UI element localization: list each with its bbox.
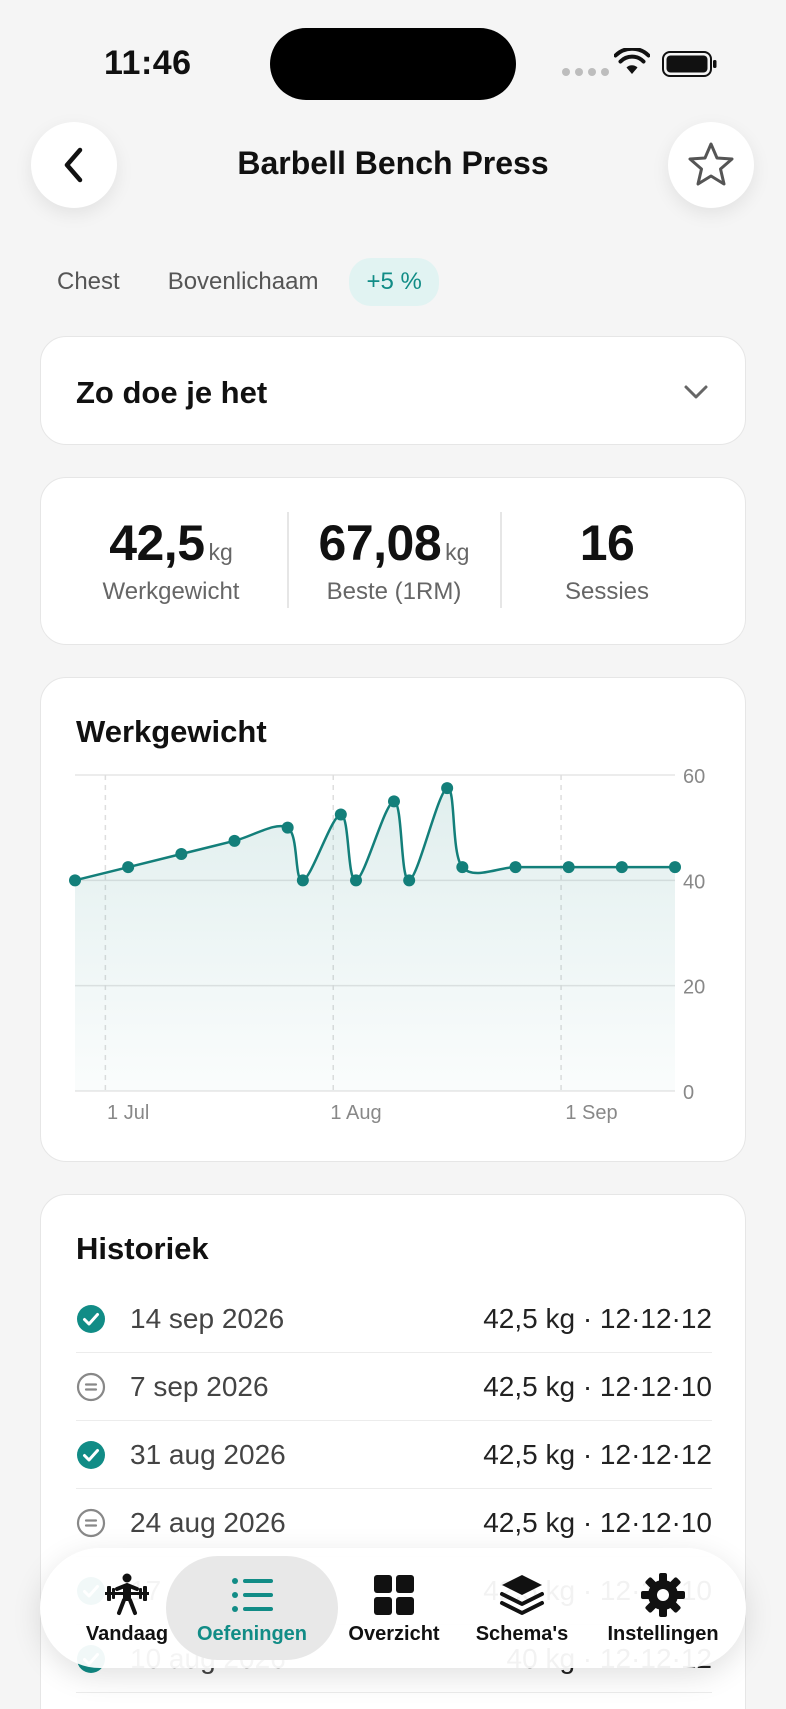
chart-data-point: [350, 874, 363, 887]
history-value: 42,5 kg · 12·12·12: [483, 1302, 712, 1334]
status-time: 11:46: [104, 44, 192, 82]
star-icon: [688, 142, 734, 186]
chart-data-point: [509, 861, 522, 874]
tab-bar: Vandaag Oefeningen Overzicht Schema's: [40, 1548, 746, 1668]
stat-best-label: Beste (1RM): [326, 578, 462, 605]
chart-data-point: [403, 874, 416, 887]
back-button[interactable]: [31, 122, 117, 208]
stat-best-value: 67,08: [318, 515, 442, 571]
history-row[interactable]: 31 aug 2026 42,5 kg · 12·12·12: [76, 1421, 712, 1489]
gear-icon: [641, 1572, 685, 1617]
equal-circle-icon: [76, 1508, 106, 1537]
chart-card: 60 40 20 0 1 Jul 1 Aug 1 Sep Werkgewicht: [40, 677, 746, 1162]
stats-card: 42,5 kg Werkgewicht 67,08 kg Beste (1RM) 1…: [40, 477, 746, 645]
tag-body-region: Bovenlichaam: [167, 268, 319, 295]
stat-working-weight: 42,5 kg Werkgewicht: [61, 514, 281, 606]
chart-data-point: [562, 861, 575, 874]
stat-working-weight-label: Werkgewicht: [102, 578, 240, 605]
howto-accordion[interactable]: Zo doe je het: [40, 336, 746, 445]
stat-working-weight-unit: kg: [208, 539, 233, 565]
y-tick-label: 60: [683, 766, 705, 788]
chart-series-line: [74, 786, 675, 882]
y-tick-label: 20: [683, 977, 705, 999]
tag-muscle: Chest: [57, 268, 120, 295]
chart-data-point: [296, 874, 309, 887]
history-value: 42,5 kg · 12·12·10: [483, 1506, 712, 1538]
chart-data-point: [669, 861, 681, 874]
status-bar: 11:46: [0, 0, 786, 120]
tab-schemas[interactable]: Schema's: [458, 1556, 586, 1660]
check-circle-icon: [77, 1304, 105, 1333]
working-weight-chart: 60 40 20 0 1 Jul 1 Aug 1 Sep: [69, 766, 705, 1124]
howto-title: Zo doe je het: [76, 375, 268, 410]
chart-data-point: [281, 821, 294, 834]
stat-working-weight-value: 42,5: [109, 515, 205, 571]
chevron-left-icon: [64, 147, 83, 183]
stat-best-unit: kg: [445, 539, 470, 565]
dynamic-island: [270, 28, 516, 100]
x-tick-label: 1 Sep: [565, 1102, 617, 1124]
tab-label: Oefeningen: [196, 1622, 307, 1645]
history-row[interactable]: 7 sep 2026 42,5 kg · 12·12·10: [76, 1353, 712, 1421]
stat-sessions-value: 16: [579, 515, 635, 571]
grid-icon: [374, 1574, 414, 1615]
history-date: 7 sep 2026: [130, 1370, 269, 1402]
chart-data-point: [228, 834, 241, 847]
tab-instellingen[interactable]: Instellingen: [586, 1556, 740, 1660]
history-date: 14 sep 2026: [130, 1302, 285, 1334]
tab-label: Schema's: [475, 1622, 569, 1645]
favorite-button[interactable]: [668, 122, 754, 208]
tab-oefeningen[interactable]: Oefeningen: [166, 1556, 338, 1660]
divider: [287, 512, 289, 608]
chart-data-point: [334, 808, 347, 821]
cellular-signal-icon: [562, 68, 609, 76]
tag-progression: +5 %: [349, 258, 439, 306]
x-tick-label: 1 Jul: [107, 1102, 149, 1124]
chart-data-point: [615, 861, 628, 874]
chart-data-point: [387, 795, 400, 808]
wifi-icon: [614, 48, 650, 74]
tab-vandaag[interactable]: Vandaag: [66, 1556, 188, 1660]
stat-sessions-label: Sessies: [564, 578, 650, 605]
history-value: 42,5 kg · 12·12·12: [483, 1438, 712, 1470]
history-date: 24 aug 2026: [130, 1506, 286, 1538]
tab-label: Vandaag: [85, 1622, 169, 1645]
tab-label: Instellingen: [607, 1622, 719, 1645]
equal-circle-icon: [76, 1372, 106, 1401]
history-value: 42,5 kg · 12·12·10: [483, 1370, 712, 1402]
chevron-down-icon: [684, 385, 708, 399]
layers-icon: [500, 1574, 544, 1615]
history-date: 31 aug 2026: [130, 1438, 286, 1470]
divider: [500, 512, 502, 608]
barbell-icon: [105, 1573, 149, 1615]
chart-title: Werkgewicht: [76, 714, 267, 749]
page-title: Barbell Bench Press: [237, 145, 549, 181]
chart-data-point: [69, 874, 81, 887]
check-circle-icon: [77, 1440, 105, 1469]
chart-data-point: [122, 861, 135, 874]
history-title: Historiek: [76, 1231, 209, 1266]
stat-sessions: 16 Sessies: [500, 514, 714, 606]
tab-overzicht[interactable]: Overzicht: [330, 1556, 458, 1660]
battery-icon: [662, 51, 717, 77]
y-tick-label: 40: [683, 871, 705, 893]
y-tick-label: 0: [683, 1082, 694, 1104]
chart-area-fill: [75, 788, 675, 1091]
list-icon: [232, 1577, 273, 1612]
chart-data-point: [456, 861, 469, 874]
exercise-tags: Chest Bovenlichaam +5 %: [40, 258, 453, 306]
stat-best: 67,08 kg Beste (1RM): [287, 514, 501, 606]
chart-data-point: [175, 848, 188, 860]
tab-label: Overzicht: [348, 1622, 440, 1645]
history-row[interactable]: 24 aug 2026 42,5 kg · 12·12·10: [76, 1489, 712, 1557]
x-tick-label: 1 Aug: [330, 1102, 381, 1124]
history-row[interactable]: 14 sep 2026 42,5 kg · 12·12·12: [76, 1285, 712, 1353]
chart-data-point: [441, 782, 454, 795]
